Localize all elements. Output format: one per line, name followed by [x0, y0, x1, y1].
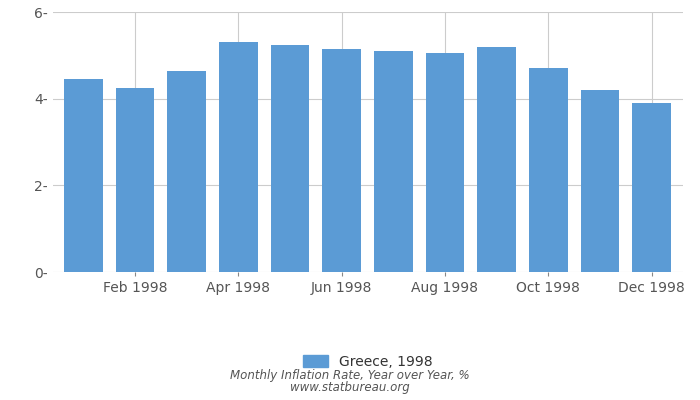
Bar: [477, 47, 516, 272]
Bar: [374, 51, 413, 272]
Text: Monthly Inflation Rate, Year over Year, %: Monthly Inflation Rate, Year over Year, …: [230, 370, 470, 382]
Bar: [632, 103, 671, 272]
Bar: [426, 53, 464, 272]
Bar: [580, 90, 620, 272]
Bar: [529, 68, 568, 272]
Text: www.statbureau.org: www.statbureau.org: [290, 382, 410, 394]
Bar: [219, 42, 258, 272]
Bar: [322, 49, 361, 272]
Legend: Greece, 1998: Greece, 1998: [297, 349, 438, 374]
Bar: [167, 70, 206, 272]
Bar: [116, 88, 155, 272]
Bar: [64, 79, 103, 272]
Bar: [271, 44, 309, 272]
